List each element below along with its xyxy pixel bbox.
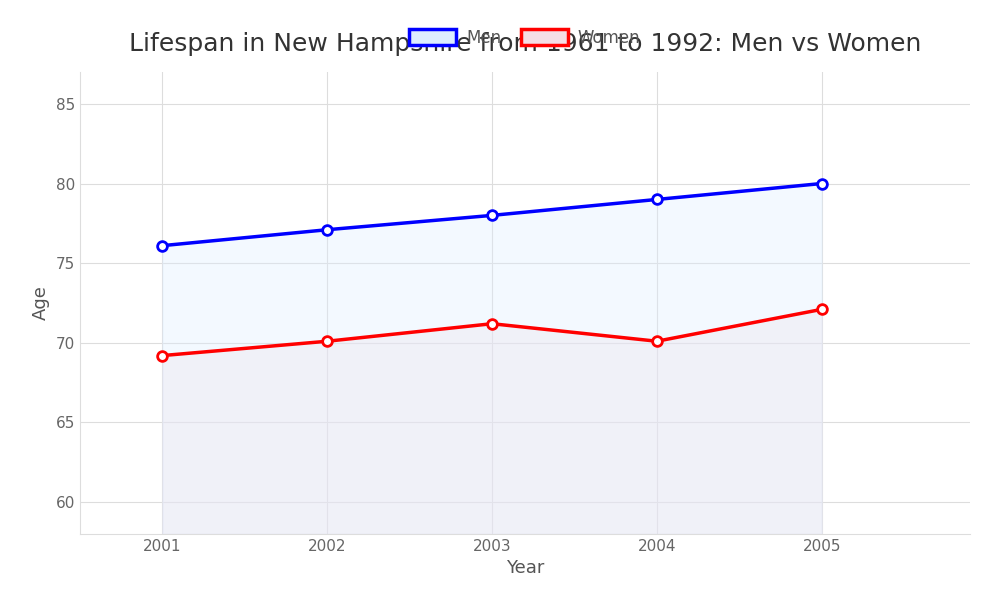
X-axis label: Year: Year (506, 559, 544, 577)
Title: Lifespan in New Hampshire from 1961 to 1992: Men vs Women: Lifespan in New Hampshire from 1961 to 1… (129, 32, 921, 56)
Legend: Men, Women: Men, Women (401, 20, 649, 55)
Y-axis label: Age: Age (32, 286, 50, 320)
